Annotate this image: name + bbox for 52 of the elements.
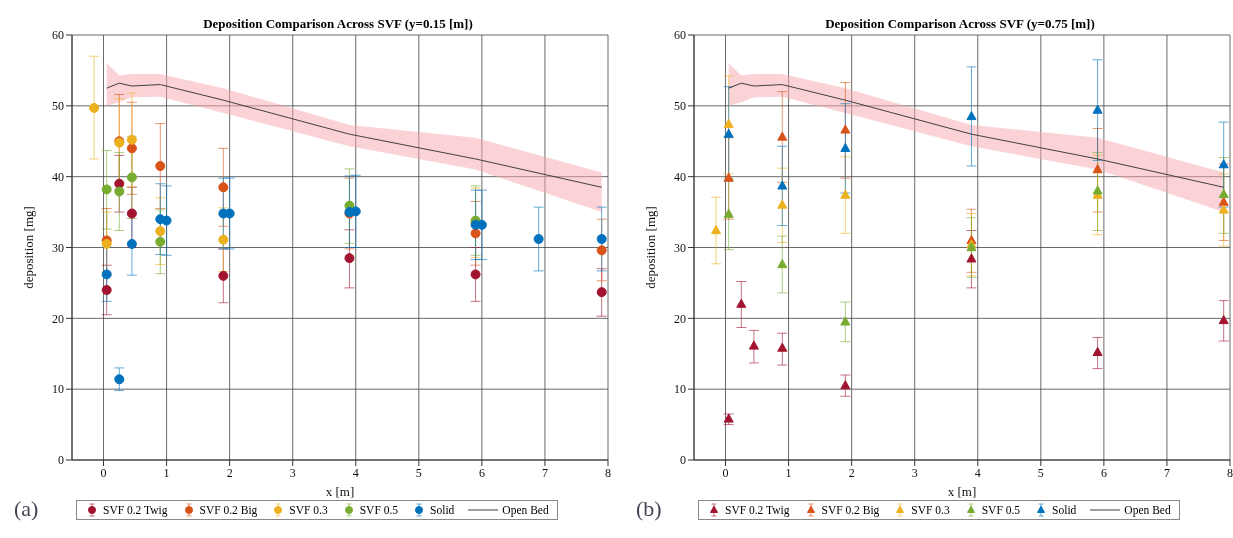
chart-title: Deposition Comparison Across SVF (y=0.75 [m]) <box>824 16 1096 32</box>
legend-label: SVF 0.2 Big <box>821 504 880 516</box>
x-tick-label: 7 <box>541 465 548 480</box>
x-tick-label: 5 <box>1037 465 1044 480</box>
x-tick-label: 2 <box>848 465 855 480</box>
y-tick-label: 30 <box>52 240 64 255</box>
y-tick-label: 0 <box>58 453 64 468</box>
y-axis-title: deposition [mg] <box>642 206 658 289</box>
y-tick-label: 40 <box>52 169 64 184</box>
y-tick-label: 20 <box>52 311 64 326</box>
x-tick-label: 4 <box>974 465 981 480</box>
x-tick-label: 0 <box>722 465 729 480</box>
y-tick-label: 0 <box>680 453 686 468</box>
legend-label: SVF 0.2 Twig <box>103 504 168 516</box>
legend-label: SVF 0.5 <box>981 504 1021 516</box>
x-tick-label: 3 <box>289 465 296 480</box>
legend-label: SVF 0.3 <box>289 504 328 516</box>
x-axis-title: x [m] <box>947 484 977 499</box>
y-tick-label: 50 <box>52 99 64 114</box>
y-axis-title: deposition [mg] <box>20 206 36 289</box>
x-tick-label: 2 <box>226 465 233 480</box>
y-tick-label: 60 <box>674 28 686 43</box>
x-tick-label: 6 <box>1100 465 1107 480</box>
y-tick-label: 60 <box>52 28 64 43</box>
y-tick-label: 10 <box>52 382 64 397</box>
x-tick-label: 8 <box>1227 465 1233 480</box>
chart-title: Deposition Comparison Across SVF (y=0.15 [m]) <box>202 16 474 32</box>
x-tick-label: 1 <box>163 465 170 480</box>
legend-label: SVF 0.2 Big <box>199 504 258 516</box>
y-tick-label: 20 <box>674 311 686 326</box>
x-tick-label: 0 <box>100 465 107 480</box>
x-tick-label: 3 <box>911 465 918 480</box>
legend-label: Open Bed <box>1124 504 1171 516</box>
legend-label: SVF 0.2 Twig <box>725 504 790 516</box>
text: (a) <box>14 496 39 522</box>
x-tick-label: 8 <box>605 465 611 480</box>
x-tick-label: 7 <box>1163 465 1170 480</box>
x-tick-label: 4 <box>352 465 359 480</box>
y-tick-label: 10 <box>674 382 686 397</box>
y-tick-label: 50 <box>674 99 686 114</box>
text: (b) <box>636 496 662 522</box>
legend-label: Solid <box>430 504 455 516</box>
legend-label: SVF 0.3 <box>911 504 950 516</box>
x-tick-label: 5 <box>415 465 422 480</box>
x-tick-label: 6 <box>478 465 485 480</box>
y-tick-label: 30 <box>674 240 686 255</box>
legend-label: SVF 0.5 <box>359 504 399 516</box>
legend-label: Open Bed <box>502 504 549 516</box>
legend-label: Solid <box>1052 504 1077 516</box>
x-tick-label: 1 <box>785 465 792 480</box>
x-axis-title: x [m] <box>325 484 355 499</box>
y-tick-label: 40 <box>674 169 686 184</box>
